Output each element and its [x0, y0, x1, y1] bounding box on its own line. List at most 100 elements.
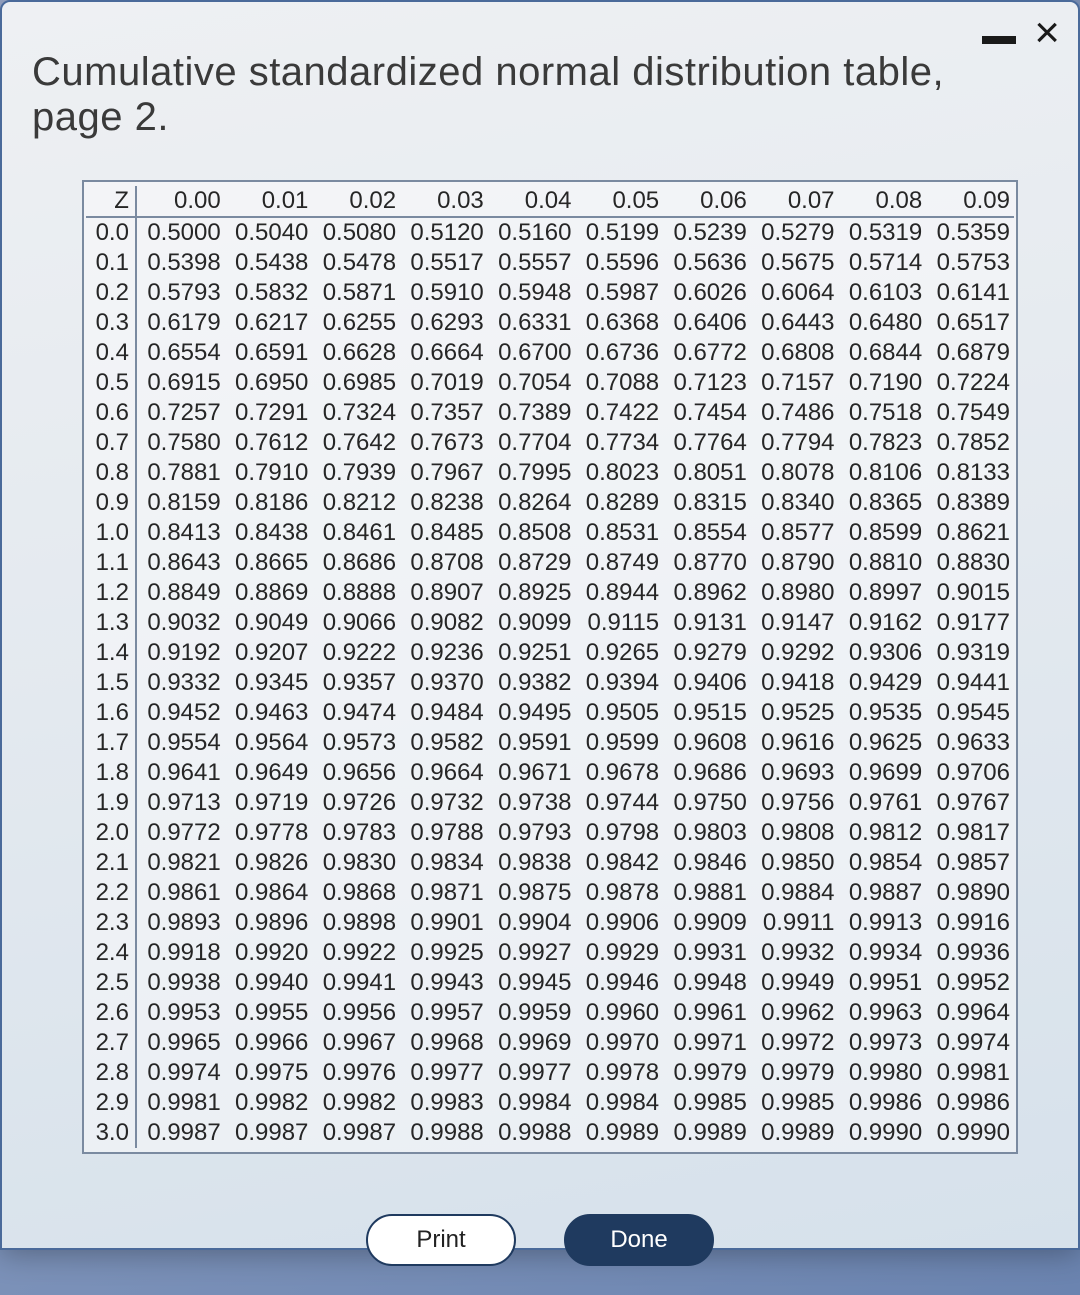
z-table-cell: 0.9946 — [575, 968, 663, 998]
z-table-cell: 0.9973 — [839, 1028, 927, 1058]
z-table-cell: 0.8729 — [488, 548, 576, 578]
z-table-cell: 0.9370 — [400, 668, 488, 698]
z-table-cell: 0.8980 — [751, 578, 839, 608]
dialog-title: Cumulative standardized normal distribut… — [32, 50, 982, 140]
z-table-cell: 0.7257 — [136, 398, 225, 428]
z-table-cell: 0.9803 — [663, 818, 751, 848]
z-table-row-header: 0.3 — [86, 308, 136, 338]
z-table-row-header: 0.5 — [86, 368, 136, 398]
z-table-cell: 0.9854 — [839, 848, 927, 878]
z-table-cell: 0.9686 — [663, 758, 751, 788]
z-table-row-header: 2.5 — [86, 968, 136, 998]
print-button[interactable]: Print — [366, 1214, 516, 1266]
z-table-cell: 0.9808 — [751, 818, 839, 848]
z-table-col-header: 0.06 — [663, 186, 751, 217]
z-table-cell: 0.5675 — [751, 248, 839, 278]
z-table-cell: 0.5517 — [400, 248, 488, 278]
z-table-cell: 0.9887 — [839, 878, 927, 908]
z-table-cell: 0.9953 — [136, 998, 225, 1028]
z-table-cell: 0.9525 — [751, 698, 839, 728]
z-table-cell: 0.6517 — [926, 308, 1014, 338]
z-table-cell: 0.9979 — [751, 1058, 839, 1088]
minimize-icon[interactable] — [982, 36, 1016, 44]
table-row: 3.00.99870.99870.99870.99880.99880.99890… — [86, 1118, 1014, 1148]
z-table-cell: 0.7794 — [751, 428, 839, 458]
z-table-cell: 0.9982 — [225, 1088, 313, 1118]
table-row: 2.50.99380.99400.99410.99430.99450.99460… — [86, 968, 1014, 998]
z-table-row-header: 2.8 — [86, 1058, 136, 1088]
z-table-cell: 0.9952 — [926, 968, 1014, 998]
z-table-cell: 0.7823 — [839, 428, 927, 458]
z-table-cell: 0.6628 — [312, 338, 400, 368]
z-table-row-header: 1.4 — [86, 638, 136, 668]
z-table-cell: 0.6844 — [839, 338, 927, 368]
z-table-cell: 0.9971 — [663, 1028, 751, 1058]
dialog-window: Cumulative standardized normal distribut… — [0, 0, 1080, 1250]
z-table-row-header: 0.7 — [86, 428, 136, 458]
z-table-cell: 0.9929 — [575, 938, 663, 968]
z-table-col-header: 0.07 — [751, 186, 839, 217]
z-table-cell: 0.9913 — [839, 908, 927, 938]
z-table-cell: 0.9162 — [839, 608, 927, 638]
z-table-cell: 0.8186 — [225, 488, 313, 518]
z-table-cell: 0.6141 — [926, 278, 1014, 308]
z-table-row-header: 1.5 — [86, 668, 136, 698]
z-table-cell: 0.9911 — [751, 908, 839, 938]
z-table-cell: 0.7764 — [663, 428, 751, 458]
z-table-cell: 0.8888 — [312, 578, 400, 608]
z-table-cell: 0.9846 — [663, 848, 751, 878]
done-button[interactable]: Done — [564, 1214, 714, 1266]
table-row: 0.00.50000.50400.50800.51200.51600.51990… — [86, 217, 1014, 248]
z-table-cell: 0.9906 — [575, 908, 663, 938]
z-table-cell: 0.9940 — [225, 968, 313, 998]
window-buttons: × — [982, 18, 1060, 48]
z-table-cell: 0.7580 — [136, 428, 225, 458]
z-table-cell: 0.9980 — [839, 1058, 927, 1088]
z-table-cell: 0.6103 — [839, 278, 927, 308]
z-table-cell: 0.9798 — [575, 818, 663, 848]
z-table-cell: 0.6554 — [136, 338, 225, 368]
table-row: 2.90.99810.99820.99820.99830.99840.99840… — [86, 1088, 1014, 1118]
z-table-cell: 0.7734 — [575, 428, 663, 458]
z-table-cell: 0.5239 — [663, 217, 751, 248]
z-table-cell: 0.8686 — [312, 548, 400, 578]
z-table-cell: 0.5279 — [751, 217, 839, 248]
z-table-cell: 0.9761 — [839, 788, 927, 818]
z-table-row-header: 1.1 — [86, 548, 136, 578]
z-table-cell: 0.9984 — [488, 1088, 576, 1118]
z-table-cell: 0.9738 — [488, 788, 576, 818]
z-table-cell: 0.6879 — [926, 338, 1014, 368]
z-table-cell: 0.9693 — [751, 758, 839, 788]
z-table-cell: 0.9032 — [136, 608, 225, 638]
z-table-cell: 0.5871 — [312, 278, 400, 308]
z-table-cell: 0.9960 — [575, 998, 663, 1028]
z-table-cell: 0.8830 — [926, 548, 1014, 578]
z-table-row-header: 0.8 — [86, 458, 136, 488]
z-table-cell: 0.9967 — [312, 1028, 400, 1058]
z-table-cell: 0.9918 — [136, 938, 225, 968]
z-table-row-header: 2.9 — [86, 1088, 136, 1118]
z-table-cell: 0.8770 — [663, 548, 751, 578]
z-table-cell: 0.9951 — [839, 968, 927, 998]
z-table-cell: 0.9699 — [839, 758, 927, 788]
z-table-cell: 0.9678 — [575, 758, 663, 788]
z-table-cell: 0.9909 — [663, 908, 751, 938]
z-table-cell: 0.5987 — [575, 278, 663, 308]
z-table-row-header: 2.1 — [86, 848, 136, 878]
z-table-cell: 0.8461 — [312, 518, 400, 548]
z-table-cell: 0.8365 — [839, 488, 927, 518]
z-table-cell: 0.9941 — [312, 968, 400, 998]
z-table-cell: 0.9812 — [839, 818, 927, 848]
table-row: 2.30.98930.98960.98980.99010.99040.99060… — [86, 908, 1014, 938]
table-row: 2.10.98210.98260.98300.98340.98380.98420… — [86, 848, 1014, 878]
z-table-cell: 0.8264 — [488, 488, 576, 518]
table-row: 0.60.72570.72910.73240.73570.73890.74220… — [86, 398, 1014, 428]
z-table-cell: 0.6406 — [663, 308, 751, 338]
z-table: Z0.000.010.020.030.040.050.060.070.080.0… — [86, 186, 1014, 1148]
z-table-cell: 0.6179 — [136, 308, 225, 338]
z-table-cell: 0.9857 — [926, 848, 1014, 878]
z-table-cell: 0.9545 — [926, 698, 1014, 728]
close-icon[interactable]: × — [1034, 18, 1060, 48]
z-table-cell: 0.9788 — [400, 818, 488, 848]
z-table-cell: 0.9975 — [225, 1058, 313, 1088]
